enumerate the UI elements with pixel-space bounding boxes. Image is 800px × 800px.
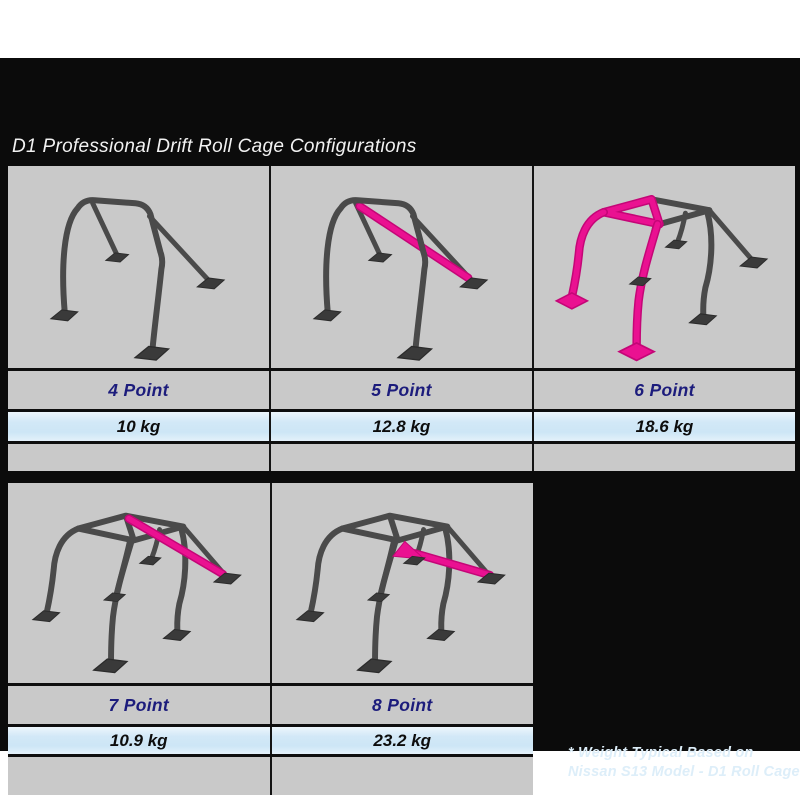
bottom-panel-weight-row: 10.9 kg 23.2 kg [8,727,533,754]
divider [8,754,533,757]
label-4-point: 4 Point [108,379,169,400]
divider [8,683,533,686]
rear-stay [706,207,755,263]
front-right-pillar [371,537,399,666]
bottom-panel-footer-row [8,757,533,795]
top-panel-footer-row [8,444,795,471]
top-panel-image-row [8,166,795,368]
weight-7-point: 10.9 kg [8,727,270,754]
bottom-panel-image-row [8,483,533,683]
label-7-point: 7 Point [108,694,169,715]
roof-rear-edge [648,196,713,214]
rear-right-leg [700,209,715,320]
cage-diagram-7-point [32,512,242,674]
weight-disclaimer-line1: * Weight Typical Based on [568,745,754,761]
front-left-pillar [43,525,82,616]
top-panel-label-row: 4 Point 5 Point 6 Point [8,371,795,409]
weight-4-point: 10 kg [8,412,269,441]
cage-cell-6-point [532,166,795,368]
pink-brace-arrowhead [391,540,426,560]
rear-brace-short [90,200,120,257]
main-hoop [60,197,166,353]
rear-right-leg [437,525,452,636]
weight-5-point: 12.8 kg [269,412,532,441]
cage-cell-5-point [269,166,532,368]
cage-cell-8-point [269,483,534,683]
divider [8,409,795,412]
page-title: D1 Professional Drift Roll Cage Configur… [12,136,417,157]
cage-cell-7-point [8,483,270,683]
content-background: D1 Professional Drift Roll Cage Configur… [0,58,800,795]
divider [8,441,795,444]
label-5-point: 5 Point [269,371,532,409]
roof-right-edge [656,207,713,228]
top-panel: 4 Point 5 Point 6 Point 10 kg 12.8 kg 18… [8,166,795,471]
cage-diagram-8-point [295,512,505,674]
bottom-panel: 7 Point 8 Point 10.9 kg 23.2 kg [8,483,533,795]
rear-brace-long [146,213,211,283]
rear-stay [444,524,492,579]
cage-diagram-5-point [313,197,488,361]
main-hoop [323,197,429,353]
weight-8-point: 23.2 kg [269,727,533,754]
label-8-point: 8 Point [269,686,534,724]
divider [8,724,533,727]
cage-diagram-6-point [555,195,768,362]
weight-disclaimer: * Weight Typical Based on Nissan S13 Mod… [568,744,800,782]
label-6-point: 6 Point [532,371,795,409]
front-right-pillar [108,537,135,666]
weight-disclaimer-line2: Nissan S13 Model - D1 Roll Cage [568,764,800,780]
cage-cell-4-point [8,166,269,368]
weight-6-point: 18.6 kg [532,412,795,441]
front-left-pillar [307,525,345,616]
roof-frame [338,512,450,544]
top-panel-weight-row: 10 kg 12.8 kg 18.6 kg [8,412,795,441]
rear-brace-short [353,200,383,257]
divider [8,368,795,371]
bottom-panel-label-row: 7 Point 8 Point [8,686,533,724]
cage-diagram-4-point [50,197,225,361]
